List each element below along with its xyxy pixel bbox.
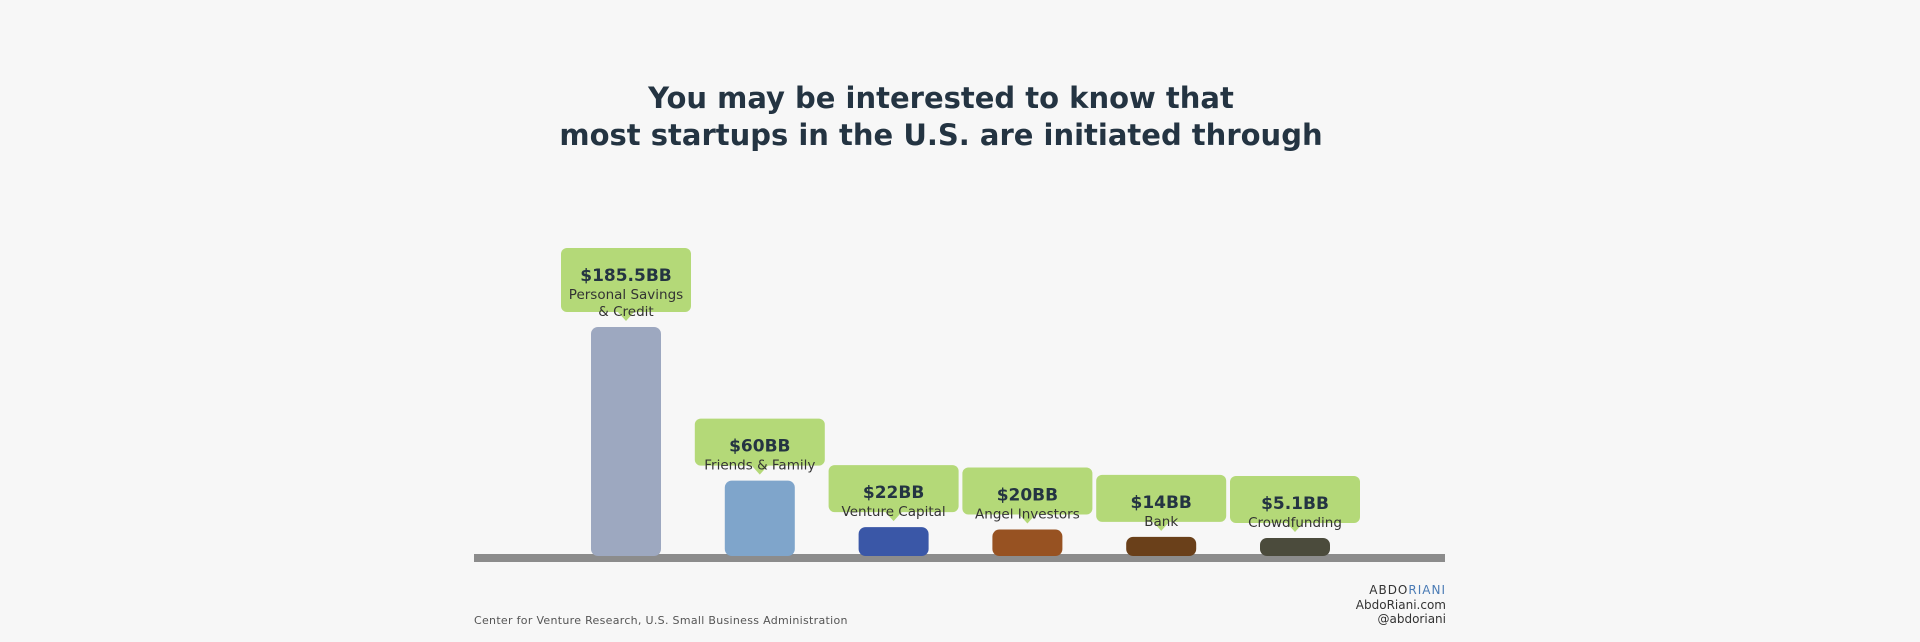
brand-logo-part2: RIANI [1408, 583, 1446, 597]
brand-logo: ABDORIANI [1356, 583, 1446, 598]
chart-bar [724, 480, 795, 556]
data-label: $185.5BB [580, 266, 672, 286]
callout-box [561, 248, 691, 312]
callout-pointer [750, 464, 769, 475]
callout-box [828, 465, 959, 513]
brand-logo-part1: ABDO [1369, 583, 1409, 597]
chart-baseline [474, 554, 1445, 562]
callout-box [1096, 474, 1227, 522]
data-label: $20BB [997, 486, 1058, 506]
callout-box [1230, 476, 1360, 523]
callout-pointer [1018, 513, 1037, 524]
data-label: $14BB [1130, 493, 1191, 513]
chart-title-line-2: most startups in the U.S. are initiated … [559, 118, 1323, 152]
brand-website: AbdoRiani.com [1355, 597, 1446, 612]
chart-bar [858, 527, 929, 556]
chart-title-line-1: You may be interested to know that [648, 81, 1234, 115]
callout-pointer [617, 311, 635, 321]
data-label: $60BB [729, 437, 790, 457]
callout-box [962, 467, 1093, 515]
callout-box [694, 418, 825, 466]
chart-bar [591, 327, 661, 556]
category-label: Bank [1144, 514, 1178, 530]
data-label: $5.1BB [1261, 494, 1329, 514]
category-label: Friends & Family [704, 458, 815, 474]
category-label: Venture Capital [842, 504, 946, 520]
chart-bar [1126, 536, 1197, 556]
chart-bar [1260, 538, 1330, 556]
category-label: Crowdfunding [1248, 515, 1342, 531]
callout-pointer [884, 511, 903, 522]
chart-bar [992, 529, 1063, 556]
category-label: & Credit [598, 304, 653, 320]
source-note: Center for Venture Research, U.S. Small … [474, 614, 848, 627]
brand-handle: @abdoriani [1377, 612, 1447, 626]
category-label: Angel Investors [975, 507, 1080, 523]
data-label: $22BB [863, 483, 924, 503]
chart-title: You may be interested to know that most … [0, 80, 1882, 154]
callout-pointer [1152, 520, 1171, 531]
brand-block: ABDORIANI AbdoRiani.com @abdoriani [1356, 583, 1446, 627]
callout-pointer [1286, 522, 1304, 532]
category-label: Personal Savings [569, 287, 683, 303]
